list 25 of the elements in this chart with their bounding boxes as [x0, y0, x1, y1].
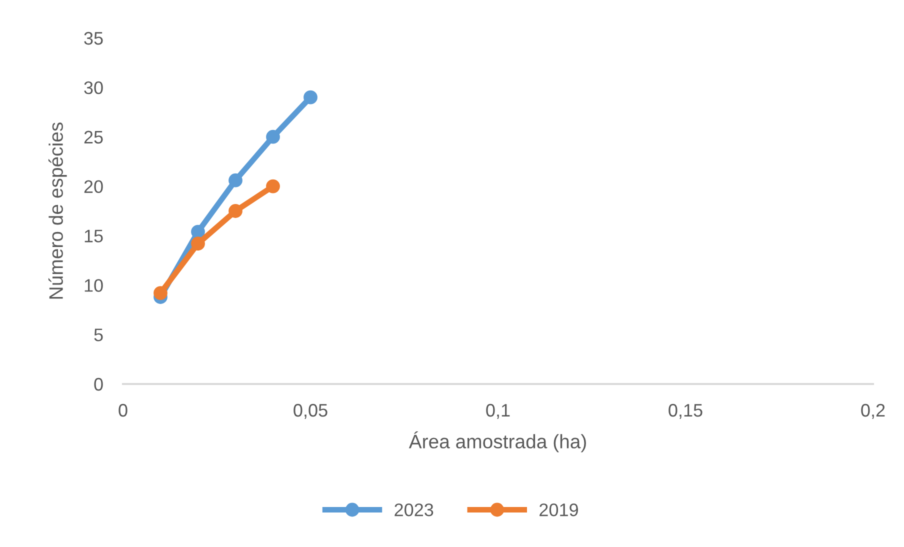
x-tick-label: 0	[118, 404, 128, 417]
x-tick-label: 0,05	[294, 404, 328, 419]
y-tick-label: 10	[84, 279, 103, 292]
y-axis-title: Número de espécies	[48, 122, 67, 299]
y-tick-label: 15	[84, 230, 103, 242]
point	[266, 179, 280, 194]
x-tick-label: 0,1	[486, 404, 510, 419]
x-tick-label: 0,15	[668, 404, 702, 419]
point	[191, 236, 205, 251]
point	[266, 130, 280, 144]
y-tick-label: 0	[94, 378, 103, 391]
y-tick-label: 20	[84, 180, 103, 194]
x-axis-title: Área amostrada (ha)	[408, 431, 586, 452]
y-tick-label: 25	[84, 130, 103, 144]
point	[154, 286, 168, 300]
legend-label: 2023	[394, 503, 434, 516]
point	[228, 204, 242, 218]
legend-label: 2019	[540, 503, 578, 516]
x-tick-label: 0,2	[861, 404, 885, 419]
y-tick-label: 5	[94, 328, 103, 342]
y-tick-label: 30	[84, 81, 103, 94]
point	[191, 224, 205, 239]
point	[228, 173, 242, 188]
point	[304, 90, 318, 104]
y-tick-label: 35	[84, 32, 103, 45]
